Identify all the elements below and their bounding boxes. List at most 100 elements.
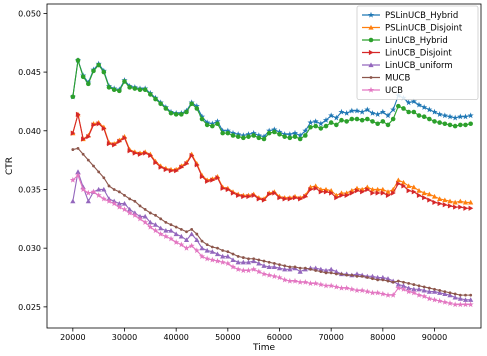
data-point xyxy=(431,108,438,115)
data-point xyxy=(391,280,395,284)
data-point xyxy=(153,96,158,102)
data-point xyxy=(229,263,237,270)
data-point xyxy=(266,130,272,136)
data-point xyxy=(317,120,324,127)
data-point xyxy=(112,142,117,148)
data-point xyxy=(426,295,433,302)
data-point xyxy=(230,257,236,262)
data-point xyxy=(340,272,343,276)
data-point xyxy=(468,199,474,205)
data-point xyxy=(204,122,210,128)
data-point xyxy=(96,62,101,68)
data-point xyxy=(407,281,411,285)
data-point xyxy=(74,172,82,178)
data-point xyxy=(380,119,386,124)
data-point xyxy=(199,116,205,122)
data-point xyxy=(401,183,407,189)
data-point xyxy=(219,259,226,265)
data-point xyxy=(422,285,426,289)
data-point xyxy=(183,237,190,243)
data-point xyxy=(235,134,241,139)
data-point xyxy=(100,195,107,202)
data-point xyxy=(105,198,113,204)
data-point xyxy=(127,85,132,90)
data-point xyxy=(189,152,195,159)
data-point xyxy=(348,107,355,114)
data-point xyxy=(436,111,443,117)
data-point xyxy=(199,173,205,180)
data-point xyxy=(127,206,133,212)
data-point xyxy=(318,126,324,131)
data-point xyxy=(282,196,288,202)
data-point xyxy=(281,131,288,137)
plot-frame xyxy=(46,3,482,329)
data-point xyxy=(204,247,210,253)
data-point xyxy=(131,212,138,218)
data-point xyxy=(437,120,442,125)
data-point xyxy=(395,284,402,291)
data-point xyxy=(395,177,401,183)
data-point xyxy=(411,189,417,195)
data-point xyxy=(457,113,464,120)
data-point xyxy=(184,161,190,167)
data-point xyxy=(442,121,448,127)
data-point xyxy=(467,112,474,119)
data-point xyxy=(168,168,174,174)
data-point xyxy=(349,190,355,196)
data-point xyxy=(162,233,169,240)
data-point xyxy=(153,159,159,166)
data-point xyxy=(442,197,448,203)
data-point xyxy=(334,272,338,276)
data-point xyxy=(369,109,376,116)
data-point xyxy=(194,237,200,243)
data-point xyxy=(462,199,469,205)
data-point xyxy=(261,263,267,268)
data-point xyxy=(169,223,173,227)
data-point xyxy=(142,87,148,92)
data-point xyxy=(421,114,427,119)
data-point xyxy=(421,293,428,299)
data-point xyxy=(209,120,216,127)
data-point xyxy=(277,132,282,137)
data-point xyxy=(266,127,273,134)
data-point xyxy=(164,220,168,224)
data-point xyxy=(297,269,303,274)
data-point xyxy=(148,92,153,97)
data-point xyxy=(390,106,397,113)
data-point xyxy=(308,186,314,193)
data-point xyxy=(106,141,112,147)
data-point xyxy=(168,110,174,116)
data-point xyxy=(411,286,417,292)
data-point xyxy=(386,279,390,283)
data-point xyxy=(163,106,169,111)
data-point xyxy=(462,301,469,308)
data-point xyxy=(457,301,464,308)
data-point xyxy=(204,255,211,262)
data-point xyxy=(427,197,432,203)
data-point xyxy=(260,270,268,277)
data-point xyxy=(178,241,185,248)
data-point xyxy=(360,274,364,278)
data-point xyxy=(178,233,184,239)
data-point xyxy=(400,283,407,288)
data-point xyxy=(452,123,458,129)
data-point xyxy=(189,231,195,237)
data-point xyxy=(272,190,277,196)
data-point xyxy=(225,253,231,259)
data-point xyxy=(406,188,412,194)
data-point xyxy=(354,116,360,122)
data-point xyxy=(281,276,288,283)
data-point xyxy=(235,266,242,272)
data-point xyxy=(411,184,417,190)
legend: PSLinUCB_Hybrid PSLinUCB_Disjoint LinUCB_H… xyxy=(356,5,479,100)
data-point xyxy=(90,188,97,195)
data-point xyxy=(374,111,381,117)
data-point xyxy=(147,219,153,225)
data-point xyxy=(426,106,433,113)
data-point xyxy=(453,204,458,210)
data-point xyxy=(442,202,448,208)
x-axis-label: Time xyxy=(252,343,275,353)
data-point xyxy=(312,118,319,124)
x-axis: 20000 30000 40000 50000 60000 70000 80000 90000 xyxy=(60,328,447,342)
data-point xyxy=(447,122,453,128)
